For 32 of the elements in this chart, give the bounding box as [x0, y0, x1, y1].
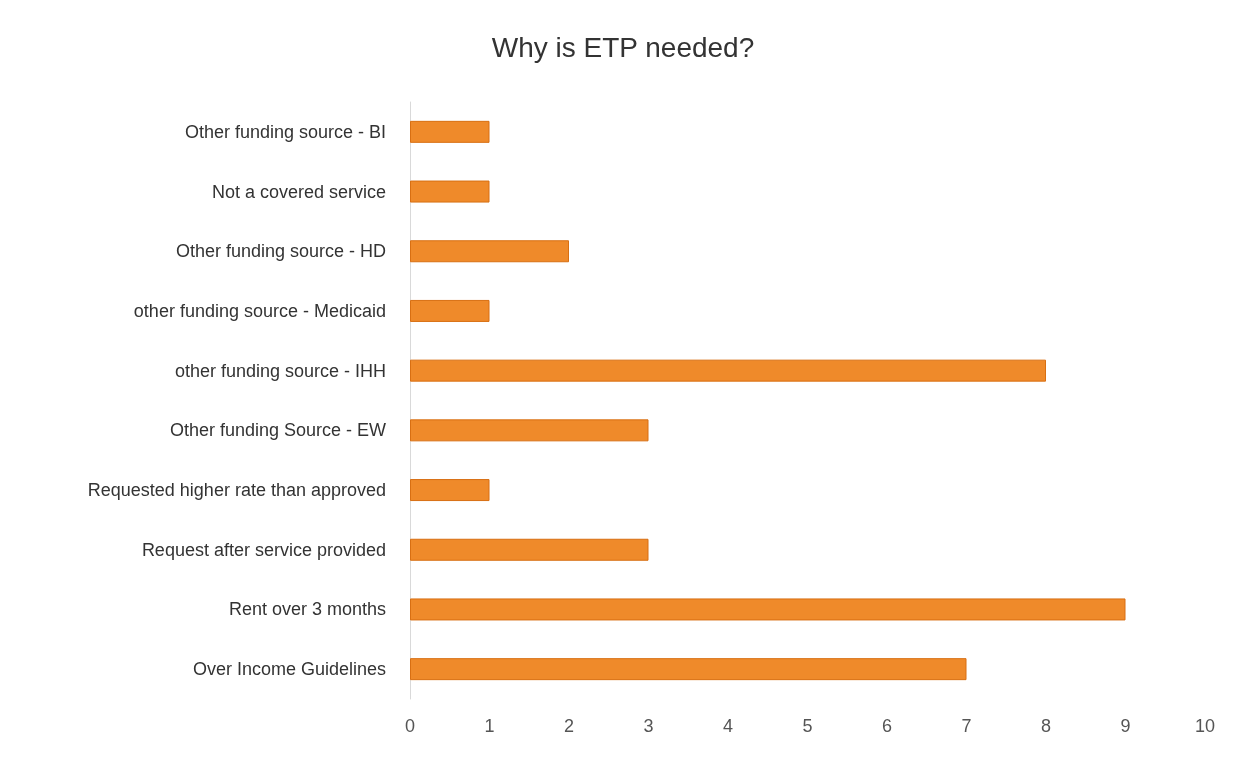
x-tick-label: 6	[881, 716, 893, 736]
y-tick-label: other funding source - IHH	[174, 360, 386, 381]
y-tick-label: Requested higher rate than approved	[87, 480, 386, 501]
x-tick-label: 3	[643, 716, 654, 736]
x-tick-label: 10	[1194, 716, 1216, 736]
y-tick-label: Other funding Source - EW	[169, 420, 386, 441]
x-tick-label: 9	[1120, 716, 1131, 736]
x-tick-label: 0	[404, 716, 416, 736]
bar	[410, 419, 649, 442]
x-tick-label: 2	[563, 716, 575, 736]
y-tick-label: Not a covered service	[211, 181, 386, 202]
x-tick-label: 1	[484, 716, 495, 736]
bar	[410, 299, 490, 322]
y-tick-label: Rent over 3 months	[228, 599, 386, 620]
x-tick-label: 8	[1040, 716, 1052, 736]
bar	[410, 240, 569, 263]
bar	[410, 120, 490, 143]
y-tick-label: other funding source - Medicaid	[133, 300, 386, 321]
bar	[410, 479, 490, 502]
x-tick-label: 4	[722, 716, 734, 736]
chart-title: Why is ETP needed?	[491, 31, 755, 63]
bar	[410, 180, 490, 203]
y-tick-label: Over Income Guidelines	[192, 659, 386, 680]
y-tick-label: Request after service provided	[141, 539, 386, 560]
x-tick-label: 7	[961, 716, 972, 736]
bar	[410, 598, 1126, 621]
x-tick-label: 5	[802, 716, 813, 736]
bar	[410, 658, 967, 681]
bar	[410, 538, 649, 561]
y-tick-label: Other funding source - HD	[175, 241, 386, 262]
bar	[410, 359, 1046, 382]
y-tick-label: Other funding source - BI	[184, 121, 386, 142]
